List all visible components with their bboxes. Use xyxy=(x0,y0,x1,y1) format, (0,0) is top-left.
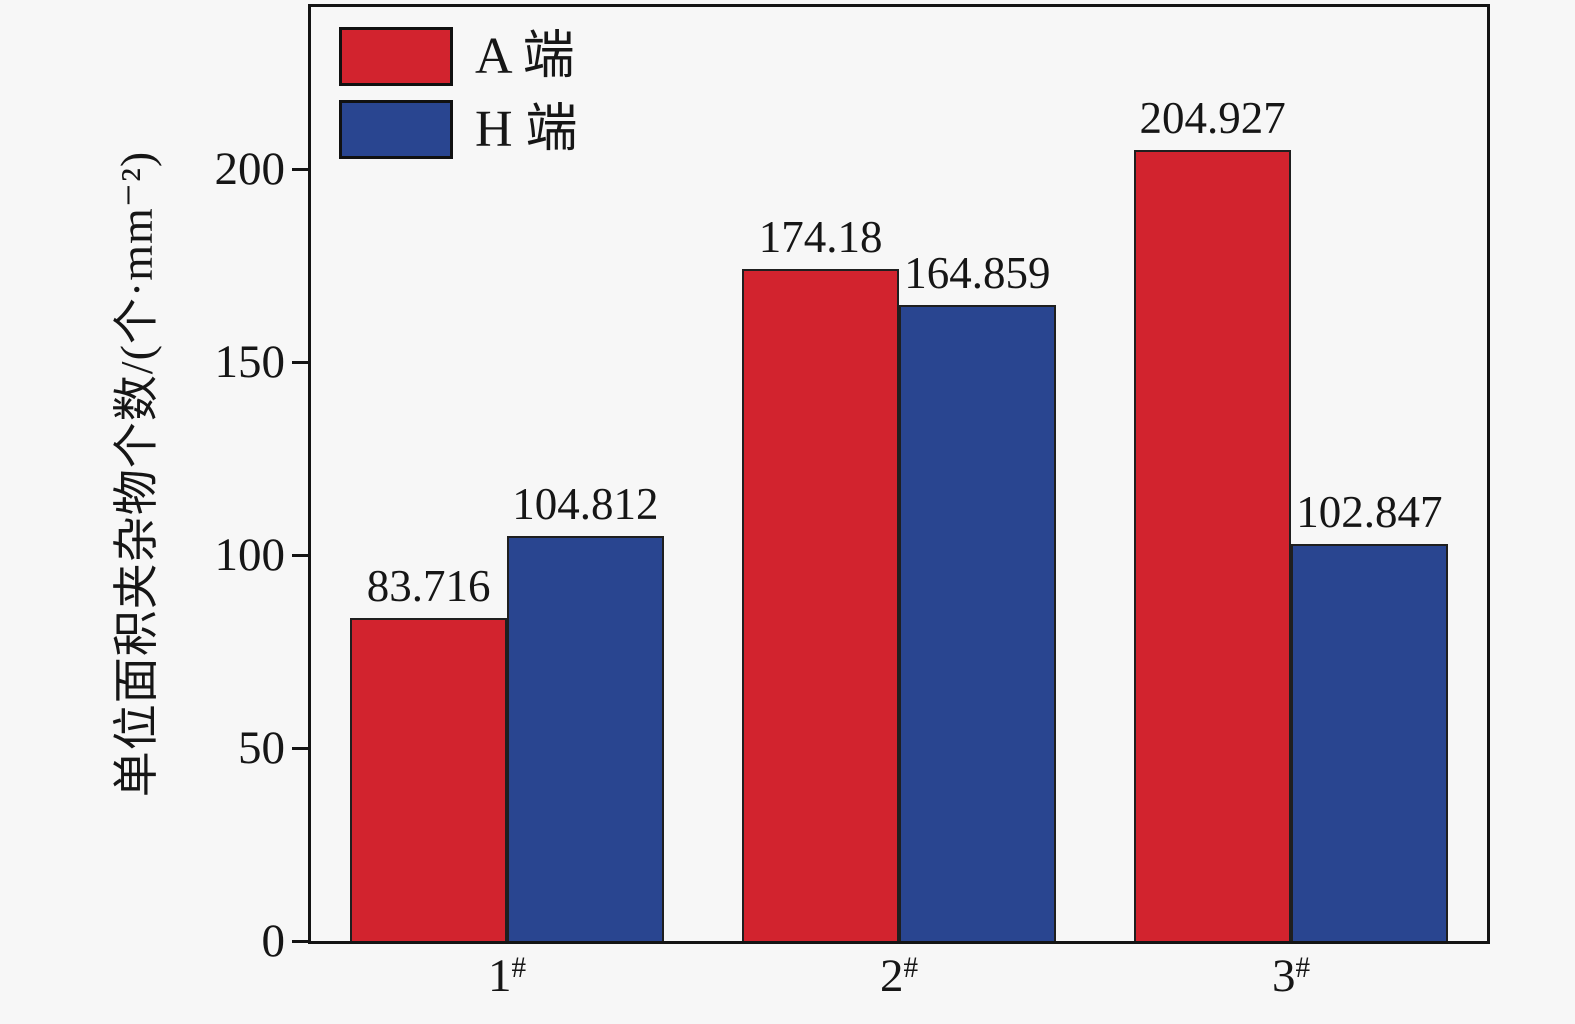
x-tick-base: 2 xyxy=(879,950,904,1002)
y-tick-label-150: 150 xyxy=(214,336,286,389)
y-tick-mark-200 xyxy=(292,167,308,171)
bar-H 端-1# xyxy=(507,536,664,941)
x-tick-sup: # xyxy=(903,952,919,984)
x-tick-label-1: 1# xyxy=(488,953,526,1000)
y-tick-label-50: 50 xyxy=(238,722,285,775)
bar-value-label-102.847: 102.847 xyxy=(1296,487,1443,538)
bar-value-label-83.716: 83.716 xyxy=(366,560,491,611)
bar-value-label-174.18: 174.18 xyxy=(758,211,883,262)
bar-A 端-3# xyxy=(1134,150,1291,941)
bar-value-label-204.927: 204.927 xyxy=(1139,93,1286,144)
legend-item-a: A 端 xyxy=(339,27,578,86)
y-tick-label-200: 200 xyxy=(214,143,286,196)
x-tick-sup: # xyxy=(1295,952,1311,984)
y-tick-label-100: 100 xyxy=(214,529,286,582)
y-tick-label-0: 0 xyxy=(261,915,286,967)
y-tick-mark-100 xyxy=(292,553,308,557)
legend: A 端 H 端 xyxy=(339,27,578,159)
bar-A 端-2# xyxy=(742,268,899,941)
x-tick-label-2: 2# xyxy=(880,953,918,1000)
legend-swatch-h xyxy=(339,100,453,159)
bar-A 端-1# xyxy=(350,617,507,941)
y-tick-mark-50 xyxy=(292,746,308,750)
legend-swatch-a xyxy=(339,27,453,86)
bar-value-label-164.859: 164.859 xyxy=(904,247,1051,298)
plot-area: A 端 H 端 0 50 100 150 200 1# 2# 3# 83.716 174.18 20… xyxy=(215,4,1490,1000)
legend-label-h: H 端 xyxy=(475,100,578,158)
x-tick-sup: # xyxy=(511,952,527,984)
legend-item-h: H 端 xyxy=(339,100,578,159)
y-tick-mark-0 xyxy=(292,939,308,943)
y-axis-title: 单位面积夹杂物个数/(个·mm⁻²) xyxy=(111,150,162,798)
x-tick-base: 3 xyxy=(1271,950,1296,1002)
x-tick-base: 1 xyxy=(487,950,512,1002)
bar-H 端-3# xyxy=(1291,544,1448,941)
y-tick-mark-150 xyxy=(292,360,308,364)
bar-H 端-2# xyxy=(899,304,1056,941)
x-tick-label-3: 3# xyxy=(1272,953,1310,1000)
bar-value-label-104.812: 104.812 xyxy=(512,479,659,530)
legend-label-a: A 端 xyxy=(475,27,575,85)
